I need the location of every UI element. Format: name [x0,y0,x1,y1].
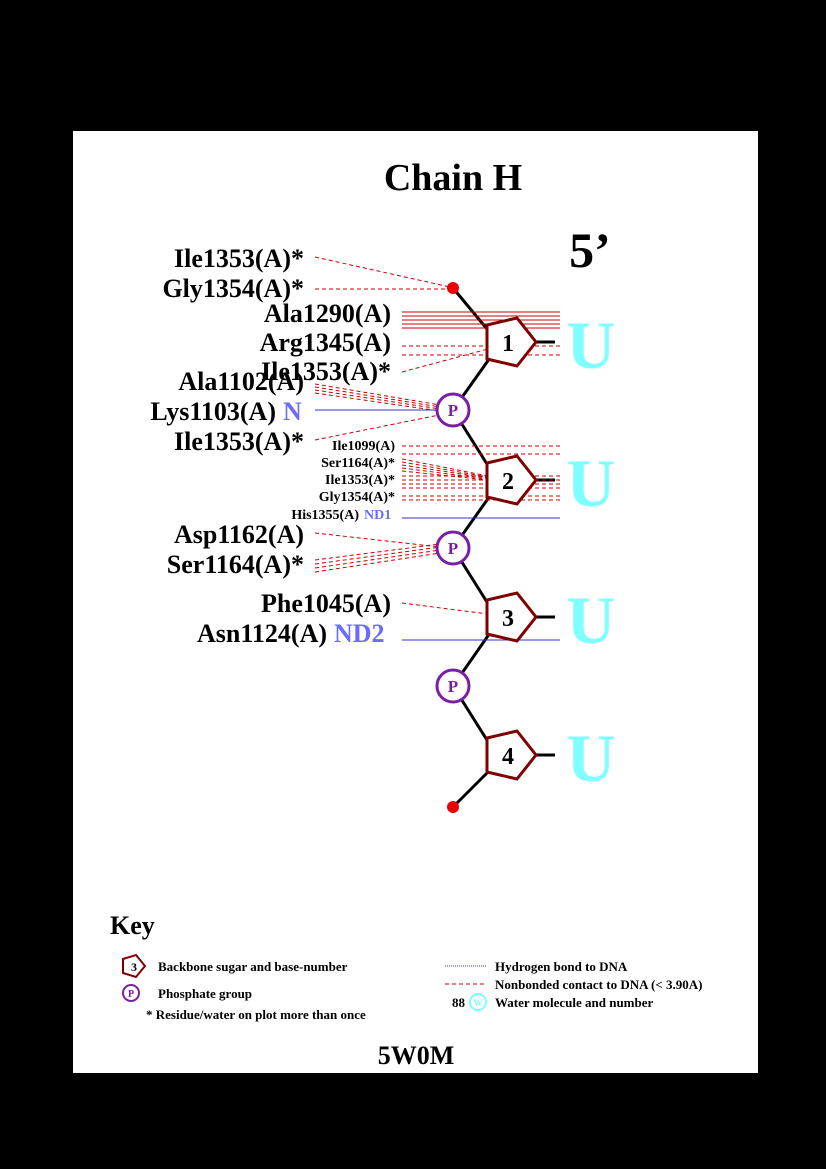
key-water-text: Water molecule and number [495,995,654,1010]
sugar-number-2: 2 [502,469,514,495]
sugar-number-1: 1 [502,331,514,357]
base-4: U [566,720,615,796]
key: Key 3 Backbone sugar and base-number P P… [110,911,702,1022]
residue-label: Ala1290(A) [264,299,391,328]
chain-title: Chain H [384,157,522,199]
residue-label-small: Ser1164(A)* [321,456,395,471]
residue-labels-small: Ile1099(A) Ser1164(A)* Ile1353(A)* Gly13… [291,439,395,523]
key-nonbonded-text: Nonbonded contact to DNA (< 3.90A) [495,977,702,992]
residue-label: Asn1124(A) [197,619,327,648]
key-water-sample: W [474,998,483,1008]
residue-labels: Ile1353(A)* Gly1354(A)* Ala1290(A) Arg13… [150,244,391,648]
base-1: U [566,307,615,383]
key-sugar-sample: 3 [131,960,137,974]
sugar-number-3: 3 [502,606,514,632]
nonbonded-contacts-solid [402,311,560,329]
sugar-4: 4 [485,729,538,781]
phosphate-label-3: P [448,677,458,696]
residue-label-small: Ile1353(A)* [325,473,395,488]
phosphate-3: P [435,668,471,704]
base-3: U [566,582,615,658]
hydrogen-bonds [315,409,560,641]
key-title: Key [110,911,155,940]
key-sugar-text: Backbone sugar and base-number [158,959,348,974]
key-hbond-text: Hydrogen bond to DNA [495,959,628,974]
key-water-number: 88 [452,995,466,1010]
residue-label-small: Ile1099(A) [332,439,395,454]
key-phosphate-icon [122,984,140,1002]
residue-label: Gly1354(A)* [162,274,304,303]
phosphate-1: P [435,392,471,428]
atom-label: N [283,397,302,426]
residue-label: Asp1162(A) [174,520,304,549]
terminal-atom-5prime [447,282,459,294]
residue-label-small: Gly1354(A)* [319,490,395,505]
key-asterisk-text: * Residue/water on plot more than once [146,1007,366,1022]
key-phosphate-sample: P [128,989,134,1000]
residue-label: Ser1164(A)* [167,550,304,579]
sugar-number-4: 4 [502,744,514,770]
key-water-icon [469,993,487,1011]
atom-label: ND2 [334,619,385,648]
residue-label: Lys1103(A) [150,397,276,426]
residue-label: Ala1102(A) [178,367,304,396]
residue-label: Ile1353(A)* [174,244,304,273]
residue-label: Ile1353(A)* [174,427,304,456]
five-prime-label: 5’ [569,222,611,278]
phosphate-label-2: P [448,539,458,558]
sugar-3: 3 [485,591,538,643]
sugar-2: 2 [485,454,538,506]
residue-label: Arg1345(A) [260,328,391,357]
diagram-sheet [73,131,758,1073]
residue-label-small: His1355(A) [291,508,359,523]
sugar-1: 1 [485,316,538,368]
atom-label-small: ND1 [364,508,391,523]
phosphate-label-1: P [448,401,458,420]
key-phosphate-text: Phosphate group [158,986,252,1001]
residue-label: Ile1353(A)* [261,357,391,386]
pdb-id-footer: 5W0M [378,1041,455,1070]
terminal-atom-3prime [447,801,459,813]
phosphate-2: P [435,530,471,566]
nonbonded-contacts [314,256,560,615]
residue-label: Phe1045(A) [261,589,391,618]
base-2: U [566,445,615,521]
key-sugar-icon [122,953,147,979]
